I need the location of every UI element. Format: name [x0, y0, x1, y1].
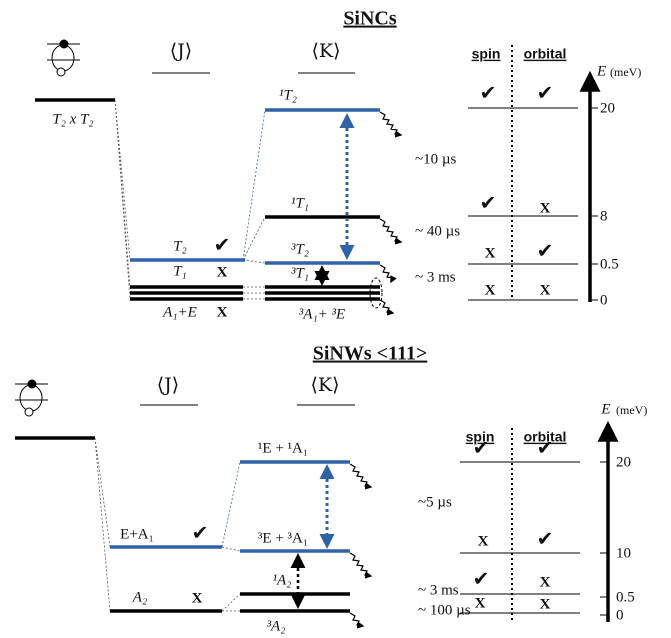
- ellipse: [52, 45, 74, 71]
- table-cell: X: [540, 282, 551, 298]
- connector: [222, 547, 240, 611]
- allowed-mark: ✔: [214, 233, 231, 257]
- level-label: ³A₁+ ³E: [299, 306, 345, 322]
- lifetime-label: ~5 µs: [418, 494, 452, 510]
- axis-unit: (meV): [610, 65, 641, 79]
- table-cell: X: [478, 533, 489, 549]
- axis-tick-label: 0: [600, 292, 608, 308]
- table-cell: ✔: [480, 81, 497, 105]
- connector: [380, 300, 393, 313]
- level-label: ¹A₂: [273, 572, 292, 588]
- table-header: orbital: [524, 46, 567, 62]
- axis-label: E: [600, 401, 610, 417]
- table-cell: ✔: [537, 239, 554, 263]
- axis-tick-label: 20: [600, 100, 615, 116]
- circle: [28, 380, 37, 389]
- level-label: A₂: [132, 589, 147, 605]
- circle: [57, 68, 65, 76]
- lifetime-label: ~ 100 µs: [418, 602, 471, 618]
- j-header: ⟨J⟩: [157, 374, 179, 396]
- level-label: ³E + ³A₁: [258, 530, 308, 546]
- level-label: ¹T₂: [279, 87, 297, 103]
- table-cell: X: [485, 245, 496, 261]
- k-header: ⟨K⟩: [310, 374, 339, 396]
- connector: [380, 219, 401, 242]
- connector: [243, 217, 265, 299]
- j-header: ⟨J⟩: [170, 40, 192, 62]
- circle: [60, 40, 69, 49]
- table-cell: ✔: [473, 436, 490, 460]
- table-cell: ✔: [537, 436, 554, 460]
- table-cell: ✔: [480, 191, 497, 215]
- axis-tick-label: 0.5: [616, 589, 635, 605]
- table-cell: X: [485, 282, 496, 298]
- circle: [25, 408, 33, 416]
- connector: [95, 438, 110, 611]
- panel-title: SiNCs: [343, 8, 397, 30]
- table-cell: ✔: [537, 81, 554, 105]
- lifetime-label: ~ 40 µs: [415, 223, 460, 239]
- level-label: T₂: [173, 238, 187, 254]
- connector: [350, 553, 371, 576]
- level-label: ³A₂: [267, 618, 286, 634]
- forbidden-mark: X: [217, 264, 228, 280]
- lifetime-label: ~ 3 ms: [418, 582, 459, 598]
- connector: [115, 100, 130, 299]
- table-cell: X: [540, 596, 551, 612]
- spin-icon: [47, 40, 80, 77]
- connector: [380, 265, 393, 282]
- table-cell: ✔: [537, 527, 554, 551]
- spin-icon: [15, 380, 48, 417]
- table-header: spin: [472, 46, 501, 62]
- table-cell: ✔: [473, 567, 490, 591]
- connector: [380, 112, 401, 135]
- level-label: T₂ x T₂: [52, 111, 93, 127]
- allowed-mark: ✔: [192, 521, 209, 545]
- table-cell: X: [540, 200, 551, 216]
- axis-tick-label: 20: [616, 454, 631, 470]
- ellipse: [20, 385, 42, 411]
- level-label: T₁: [173, 263, 187, 279]
- diagram: SiNCs ⟨J⟩ ⟨K⟩ T₂ x T₂ T₂ ✔ T₁ X A₁+E X ¹…: [0, 0, 671, 638]
- axis-tick-label: 0: [616, 607, 624, 623]
- axis-unit: (meV): [616, 403, 647, 417]
- level-label: ³T₂: [291, 241, 309, 257]
- level-label: ³T₁: [291, 265, 309, 281]
- connector: [222, 462, 240, 547]
- axis-label: E: [596, 63, 606, 79]
- connector: [350, 613, 363, 626]
- axis-tick-label: 10: [616, 545, 631, 561]
- panel-title: SiNWs <111>: [313, 343, 428, 365]
- axis-tick-label: 0.5: [600, 256, 619, 272]
- forbidden-mark: X: [192, 590, 203, 606]
- level-label: E+A₁: [120, 526, 154, 542]
- table-cell: X: [540, 574, 551, 590]
- lifetime-label: ~ 3 ms: [415, 269, 456, 285]
- lifetime-label: ~10 µs: [415, 151, 457, 167]
- forbidden-mark: X: [217, 304, 228, 320]
- table-cell: X: [475, 595, 486, 611]
- connector: [243, 110, 265, 260]
- k-header: ⟨K⟩: [311, 40, 340, 62]
- level-label: A₁+E: [162, 304, 197, 320]
- level-label: ¹T₁: [291, 195, 309, 211]
- axis-tick-label: 8: [600, 208, 608, 224]
- connector: [350, 464, 371, 487]
- level-label: ¹E + ¹A₁: [258, 440, 308, 456]
